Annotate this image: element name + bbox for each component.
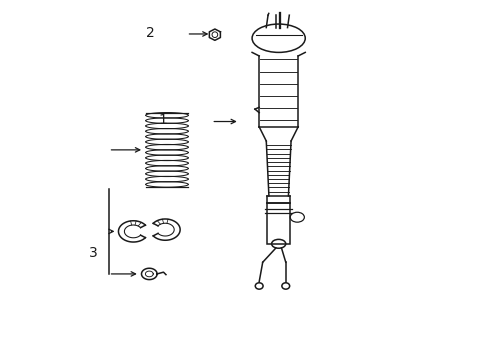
Bar (267, 203, 290, 244)
Text: 1: 1 (158, 113, 167, 127)
Text: 3: 3 (89, 246, 98, 260)
Text: 2: 2 (146, 26, 155, 40)
